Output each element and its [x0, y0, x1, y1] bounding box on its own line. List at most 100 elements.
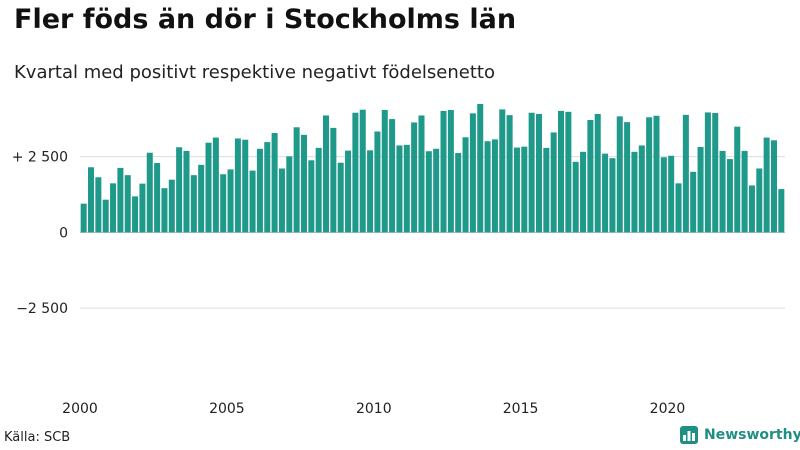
x-axis-labels: 2000 2005 2010 2015 2020 — [62, 401, 685, 417]
bar — [712, 113, 719, 233]
bar — [726, 159, 733, 233]
bar — [499, 109, 506, 233]
bar — [550, 132, 557, 233]
bar — [102, 199, 109, 233]
bars — [80, 103, 785, 233]
bar — [205, 142, 212, 233]
y-tick-label: + 2 500 — [12, 150, 68, 166]
gridlines — [80, 156, 785, 309]
bar — [624, 122, 631, 233]
bar — [425, 151, 432, 233]
bar — [734, 126, 741, 233]
bar — [190, 175, 197, 233]
bar — [403, 144, 410, 233]
bar — [668, 155, 675, 233]
bar — [286, 156, 293, 233]
y-tick-label: −2 500 — [16, 301, 68, 317]
bar — [646, 117, 653, 233]
bar — [212, 137, 219, 233]
bar — [469, 113, 476, 233]
bar — [330, 127, 337, 233]
bar — [572, 161, 579, 233]
bar — [110, 183, 117, 233]
bar — [293, 127, 300, 233]
bar — [374, 131, 381, 233]
bar — [491, 139, 498, 233]
bar — [132, 196, 139, 233]
bar — [271, 133, 278, 233]
bar — [741, 150, 748, 233]
bar — [778, 189, 785, 233]
bar — [300, 134, 307, 233]
bar — [675, 183, 682, 233]
bar — [139, 183, 146, 233]
bar — [506, 115, 513, 233]
bar — [80, 203, 87, 233]
bar — [638, 145, 645, 233]
bar — [411, 122, 418, 233]
bar — [704, 112, 711, 233]
bar — [264, 142, 271, 233]
bar — [719, 150, 726, 233]
x-tick-label: 2020 — [650, 401, 686, 417]
bar — [748, 185, 755, 233]
bar — [381, 110, 388, 233]
bar — [161, 188, 168, 233]
bar — [352, 112, 359, 233]
bar — [367, 150, 374, 233]
bar — [308, 160, 315, 233]
brand-name: Newsworthy — [704, 427, 800, 443]
bar — [756, 168, 763, 233]
chart-subtitle: Kvartal med positivt respektive negativt… — [14, 62, 495, 83]
brand-logo: Newsworthy — [680, 426, 800, 444]
y-tick-label: 0 — [59, 225, 68, 241]
bar — [227, 169, 234, 233]
bar — [697, 146, 704, 233]
bar — [418, 115, 425, 233]
bar — [653, 115, 660, 233]
bar — [95, 177, 102, 233]
bar — [690, 171, 697, 233]
bar — [477, 103, 484, 233]
bar — [256, 148, 263, 233]
bar — [146, 152, 153, 233]
bar — [124, 175, 131, 233]
bar — [447, 110, 454, 233]
bar — [389, 119, 396, 233]
y-axis-labels: + 2 500 0 −2 500 — [12, 150, 68, 318]
bar — [359, 109, 366, 233]
chart-title: Fler föds än dör i Stockholms län — [14, 4, 517, 35]
bar — [543, 147, 550, 233]
bar — [455, 153, 462, 233]
bar — [616, 116, 623, 233]
bar — [558, 110, 565, 233]
bar — [528, 112, 535, 233]
source-note: Källa: SCB — [4, 430, 71, 445]
bar — [484, 141, 491, 233]
bar — [602, 153, 609, 233]
x-tick-label: 2000 — [62, 401, 98, 417]
bar — [198, 164, 205, 233]
bar — [249, 170, 256, 233]
bar — [763, 137, 770, 233]
bar — [770, 140, 777, 233]
bar — [88, 167, 95, 233]
bar — [154, 163, 161, 233]
x-tick-label: 2015 — [503, 401, 539, 417]
bar — [660, 157, 667, 233]
bar — [565, 111, 572, 233]
bar — [117, 167, 124, 233]
bar — [580, 151, 587, 233]
x-tick-label: 2005 — [209, 401, 245, 417]
bar — [513, 147, 520, 233]
bar — [220, 174, 227, 233]
bar — [609, 158, 616, 233]
bar — [396, 145, 403, 233]
bar — [234, 138, 241, 233]
bar — [183, 150, 190, 233]
x-tick-label: 2010 — [356, 401, 392, 417]
bar-chart-icon — [680, 426, 698, 444]
bar — [242, 139, 249, 233]
bar — [682, 114, 689, 233]
